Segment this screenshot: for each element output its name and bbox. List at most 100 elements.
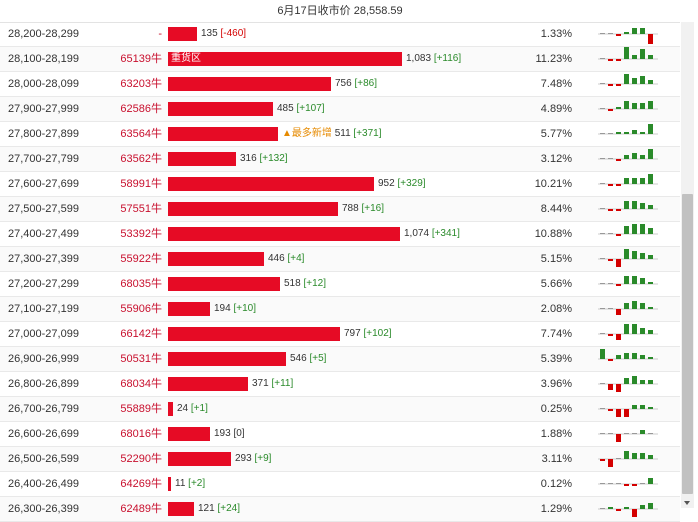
volume-change: [+9] [254,453,272,464]
table-row[interactable]: 27,200-27,299 68035牛 518 [+12] 5.66% [0,272,680,297]
sparkline-bar [600,183,605,184]
bull-code-link[interactable]: - [158,28,162,40]
sparkline-bar [624,178,629,184]
scrollbar-thumb[interactable] [682,194,693,494]
price-range: 27,300-27,399 [8,253,79,265]
bull-code-link[interactable]: 53392牛 [120,228,162,240]
bull-code-link[interactable]: 63203牛 [120,78,162,90]
bull-code-link[interactable]: 68016牛 [120,428,162,440]
bull-code-link[interactable]: 66142牛 [120,328,162,340]
volume-count: 371 [252,378,269,389]
sparkline-bar [648,307,653,309]
sparkline-bar [640,253,645,259]
table-row[interactable]: 27,900-27,999 62586牛 485 [+107] 4.89% [0,97,680,122]
sparkline-bar [624,324,629,334]
sparkline-bar [600,58,605,59]
zone-tag: 重货区 [171,53,201,64]
sparkline-bar [640,103,645,109]
bull-code-link[interactable]: 63562牛 [120,153,162,165]
volume-text: 371 [+11] [252,372,293,396]
sparkline-bar [616,409,621,417]
table-row[interactable]: 26,800-26,899 68034牛 371 [+11] 3.96% [0,372,680,397]
scroll-down-icon[interactable] [684,501,690,505]
volume-change: [+341] [431,228,460,239]
sparkline-bar [648,55,653,59]
table-row[interactable]: 26,900-26,999 50531牛 546 [+5] 5.39% [0,347,680,372]
trend-sparkline [598,224,658,236]
trend-sparkline [598,249,658,267]
bull-code-link[interactable]: 62489牛 [120,503,162,515]
sparkline-bar [640,453,645,459]
percentage: 5.15% [540,253,572,265]
table-row[interactable]: 28,000-28,099 63203牛 756 [+86] 7.48% [0,72,680,97]
percentage: 2.08% [540,303,572,315]
sparkline-bar [608,308,613,309]
table-row[interactable]: 27,500-27,599 57551牛 788 [+16] 8.44% [0,197,680,222]
volume-count: 135 [201,28,218,39]
sparkline-bar [616,509,621,511]
volume-change: [+102] [363,328,392,339]
table-row[interactable]: 27,400-27,499 53392牛 1,074 [+341] 10.88% [0,222,680,247]
volume-change: [+12] [303,278,326,289]
bull-code-link[interactable]: 55889牛 [120,403,162,415]
percentage: 0.25% [540,403,572,415]
percentage: 5.39% [540,353,572,365]
bull-code-link[interactable]: 52290牛 [120,453,162,465]
volume-bar [168,452,231,466]
volume-bar [168,477,171,491]
sparkline-bar [608,109,613,111]
volume-change: [+1] [190,403,208,414]
percentage: 10.21% [534,178,572,190]
sparkline-bar [600,108,605,109]
sparkline-bar [616,483,621,484]
sparkline-bar [632,405,637,409]
sparkline-bar [600,158,605,159]
bull-code-link[interactable]: 57551牛 [120,203,162,215]
volume-text: 797 [+102] [344,322,392,346]
sparkline-bar [640,483,645,484]
sparkline-bar [624,74,629,84]
bull-code-link[interactable]: 62586牛 [120,103,162,115]
table-row[interactable]: 26,300-26,399 62489牛 121 [+24] 1.29% [0,497,680,522]
table-row[interactable]: 26,400-26,499 64269牛 11 [+2] 0.12% [0,472,680,497]
table-row[interactable]: 27,800-27,899 63564牛 ▲最多新增 511 [+371] 5.77% [0,122,680,147]
bull-code-link[interactable]: 55906牛 [120,303,162,315]
bull-code-link[interactable]: 68035牛 [120,278,162,290]
sparkline-bar [608,433,613,434]
sparkline-bar [624,201,629,209]
sparkline-bar [616,355,621,359]
volume-change: [0] [233,428,245,439]
table-row[interactable]: 27,600-27,699 58991牛 952 [+329] 10.21% [0,172,680,197]
volume-count: 11 [175,478,186,489]
sparkline-bar [616,334,621,340]
bull-code-link[interactable]: 64269牛 [120,478,162,490]
table-row[interactable]: 26,500-26,599 52290牛 293 [+9] 3.11% [0,447,680,472]
price-range: 27,100-27,199 [8,303,79,315]
bull-code-link[interactable]: 63564牛 [120,128,162,140]
sparkline-bar [640,203,645,209]
table-row[interactable]: 27,700-27,799 63562牛 316 [+132] 3.12% [0,147,680,172]
bull-code-link[interactable]: 58991牛 [120,178,162,190]
table-row[interactable]: 27,100-27,199 55906牛 194 [+10] 2.08% [0,297,680,322]
sparkline-bar [632,301,637,309]
table-row[interactable]: 27,000-27,099 66142牛 797 [+102] 7.74% [0,322,680,347]
bull-code-link[interactable]: 68034牛 [120,378,162,390]
volume-bar [168,502,194,516]
bull-code-link[interactable]: 50531牛 [120,353,162,365]
table-row[interactable]: 27,300-27,399 55922牛 446 [+4] 5.15% [0,247,680,272]
trend-sparkline [598,430,658,442]
sparkline-bar [648,174,653,184]
volume-count: 193 [214,428,231,439]
bull-code-link[interactable]: 55922牛 [120,253,162,265]
table-row[interactable]: 26,600-26,699 68016牛 193 [0] 1.88% [0,422,680,447]
vertical-scrollbar[interactable] [681,22,694,508]
sparkline-bar [600,233,605,234]
volume-count: 788 [342,203,359,214]
table-row[interactable]: 28,200-28,299 - 135 [-460] 1.33% [0,22,680,47]
trend-sparkline [598,276,658,286]
table-row[interactable]: 26,700-26,799 55889牛 24 [+1] 0.25% [0,397,680,422]
bull-code-link[interactable]: 65139牛 [120,53,162,65]
sparkline-bar [608,59,613,61]
table-row[interactable]: 28,100-28,199 65139牛 重货区 1,083 [+116] 11.23% [0,47,680,72]
sparkline-bar [624,433,629,434]
